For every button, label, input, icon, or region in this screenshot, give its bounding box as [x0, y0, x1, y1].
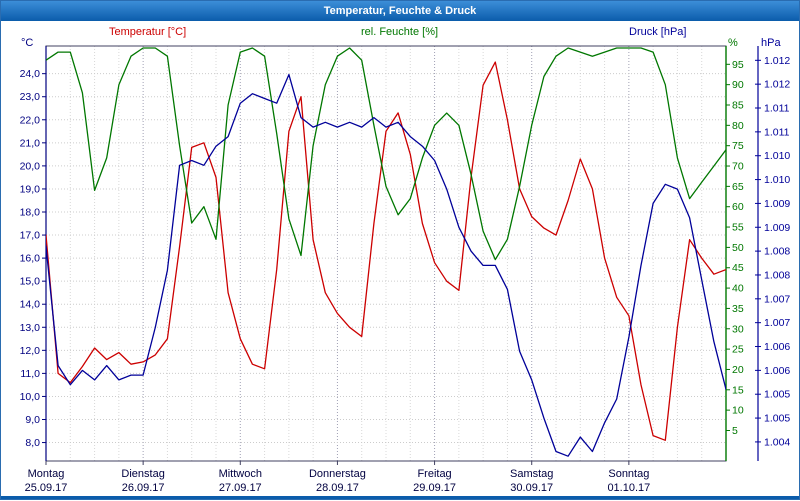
svg-text:80: 80 — [732, 120, 744, 132]
x-axis-labels: Montag 25.09.17 Dienstag 26.09.17 Mittwoch 27… — [25, 461, 650, 494]
title-bar: Temperatur, Feuchte & Druck — [1, 1, 799, 21]
svg-text:30.09.17: 30.09.17 — [510, 482, 553, 494]
window-bottom-border — [1, 496, 799, 499]
svg-text:23,0: 23,0 — [20, 91, 41, 103]
svg-text:90: 90 — [732, 79, 744, 91]
svg-text:27.09.17: 27.09.17 — [219, 482, 262, 494]
svg-text:40: 40 — [732, 283, 744, 295]
svg-text:16,0: 16,0 — [20, 253, 41, 265]
svg-text:21,0: 21,0 — [20, 137, 41, 149]
svg-text:5: 5 — [732, 425, 738, 437]
svg-text:15,0: 15,0 — [20, 276, 41, 288]
svg-text:75: 75 — [732, 140, 744, 152]
series-humidity — [46, 47, 726, 261]
svg-text:22,0: 22,0 — [20, 114, 41, 126]
svg-text:50: 50 — [732, 242, 744, 254]
svg-text:18,0: 18,0 — [20, 207, 41, 219]
svg-text:65: 65 — [732, 181, 744, 193]
svg-text:1.010: 1.010 — [764, 174, 790, 186]
svg-text:1.012: 1.012 — [764, 55, 790, 67]
series-pressure — [46, 73, 726, 457]
svg-text:1.006: 1.006 — [764, 365, 790, 377]
svg-text:1.009: 1.009 — [764, 198, 790, 210]
svg-text:1.007: 1.007 — [764, 317, 790, 329]
svg-text:17,0: 17,0 — [20, 230, 41, 242]
svg-text:1.011: 1.011 — [764, 103, 790, 115]
svg-text:24,0: 24,0 — [20, 68, 41, 80]
svg-text:10,0: 10,0 — [20, 391, 41, 403]
svg-text:8,0: 8,0 — [25, 437, 40, 449]
window-title: Temperatur, Feuchte & Druck — [323, 5, 477, 17]
svg-text:28.09.17: 28.09.17 — [316, 482, 359, 494]
axes: 24,0 23,0 22,0 21,0 20,0 19,0 18,0 17,0 16,0 15,0… — [20, 45, 790, 462]
svg-text:9,0: 9,0 — [25, 414, 40, 426]
svg-text:1.006: 1.006 — [764, 341, 790, 353]
svg-text:1.010: 1.010 — [764, 150, 790, 162]
svg-text:13,0: 13,0 — [20, 322, 41, 334]
svg-text:20,0: 20,0 — [20, 160, 41, 172]
svg-text:01.10.17: 01.10.17 — [607, 482, 650, 494]
svg-text:95: 95 — [732, 59, 744, 71]
svg-text:55: 55 — [732, 222, 744, 234]
svg-text:1.008: 1.008 — [764, 269, 790, 281]
svg-text:15: 15 — [732, 384, 744, 396]
svg-text:Donnerstag: Donnerstag — [309, 468, 366, 480]
svg-text:35: 35 — [732, 303, 744, 315]
svg-text:1.011: 1.011 — [764, 126, 790, 138]
legend-humidity: rel. Feuchte [%] — [361, 26, 439, 38]
svg-text:Montag: Montag — [28, 468, 65, 480]
svg-text:20: 20 — [732, 364, 744, 376]
legend-temperature: Temperatur [°C] — [109, 26, 187, 38]
svg-text:26.09.17: 26.09.17 — [122, 482, 165, 494]
svg-text:Dienstag: Dienstag — [121, 468, 164, 480]
svg-text:45: 45 — [732, 262, 744, 274]
grid — [46, 46, 726, 461]
svg-text:1.008: 1.008 — [764, 246, 790, 258]
svg-text:11,0: 11,0 — [20, 368, 40, 380]
svg-text:10: 10 — [732, 405, 744, 417]
svg-text:25: 25 — [732, 344, 744, 356]
svg-text:Freitag: Freitag — [417, 468, 451, 480]
svg-text:85: 85 — [732, 99, 744, 111]
svg-text:25.09.17: 25.09.17 — [25, 482, 68, 494]
svg-text:Samstag: Samstag — [510, 468, 553, 480]
svg-text:30: 30 — [732, 323, 744, 335]
svg-text:1.004: 1.004 — [764, 436, 790, 448]
svg-text:1.005: 1.005 — [764, 389, 790, 401]
humidity-axis-unit: % — [728, 37, 738, 49]
svg-text:14,0: 14,0 — [20, 299, 41, 311]
svg-text:Mittwoch: Mittwoch — [219, 468, 262, 480]
svg-text:Sonntag: Sonntag — [608, 468, 649, 480]
svg-text:1.007: 1.007 — [764, 293, 790, 305]
svg-text:1.005: 1.005 — [764, 413, 790, 425]
pressure-axis-unit: hPa — [761, 37, 781, 49]
svg-text:1.009: 1.009 — [764, 222, 790, 234]
series-temp — [46, 61, 726, 441]
svg-text:29.09.17: 29.09.17 — [413, 482, 456, 494]
temp-axis-unit: °C — [21, 37, 34, 49]
svg-text:70: 70 — [732, 161, 744, 173]
svg-text:60: 60 — [732, 201, 744, 213]
svg-text:12,0: 12,0 — [20, 345, 41, 357]
svg-text:19,0: 19,0 — [20, 183, 41, 195]
svg-text:1.012: 1.012 — [764, 79, 790, 91]
legend-pressure: Druck [hPa] — [629, 26, 687, 38]
